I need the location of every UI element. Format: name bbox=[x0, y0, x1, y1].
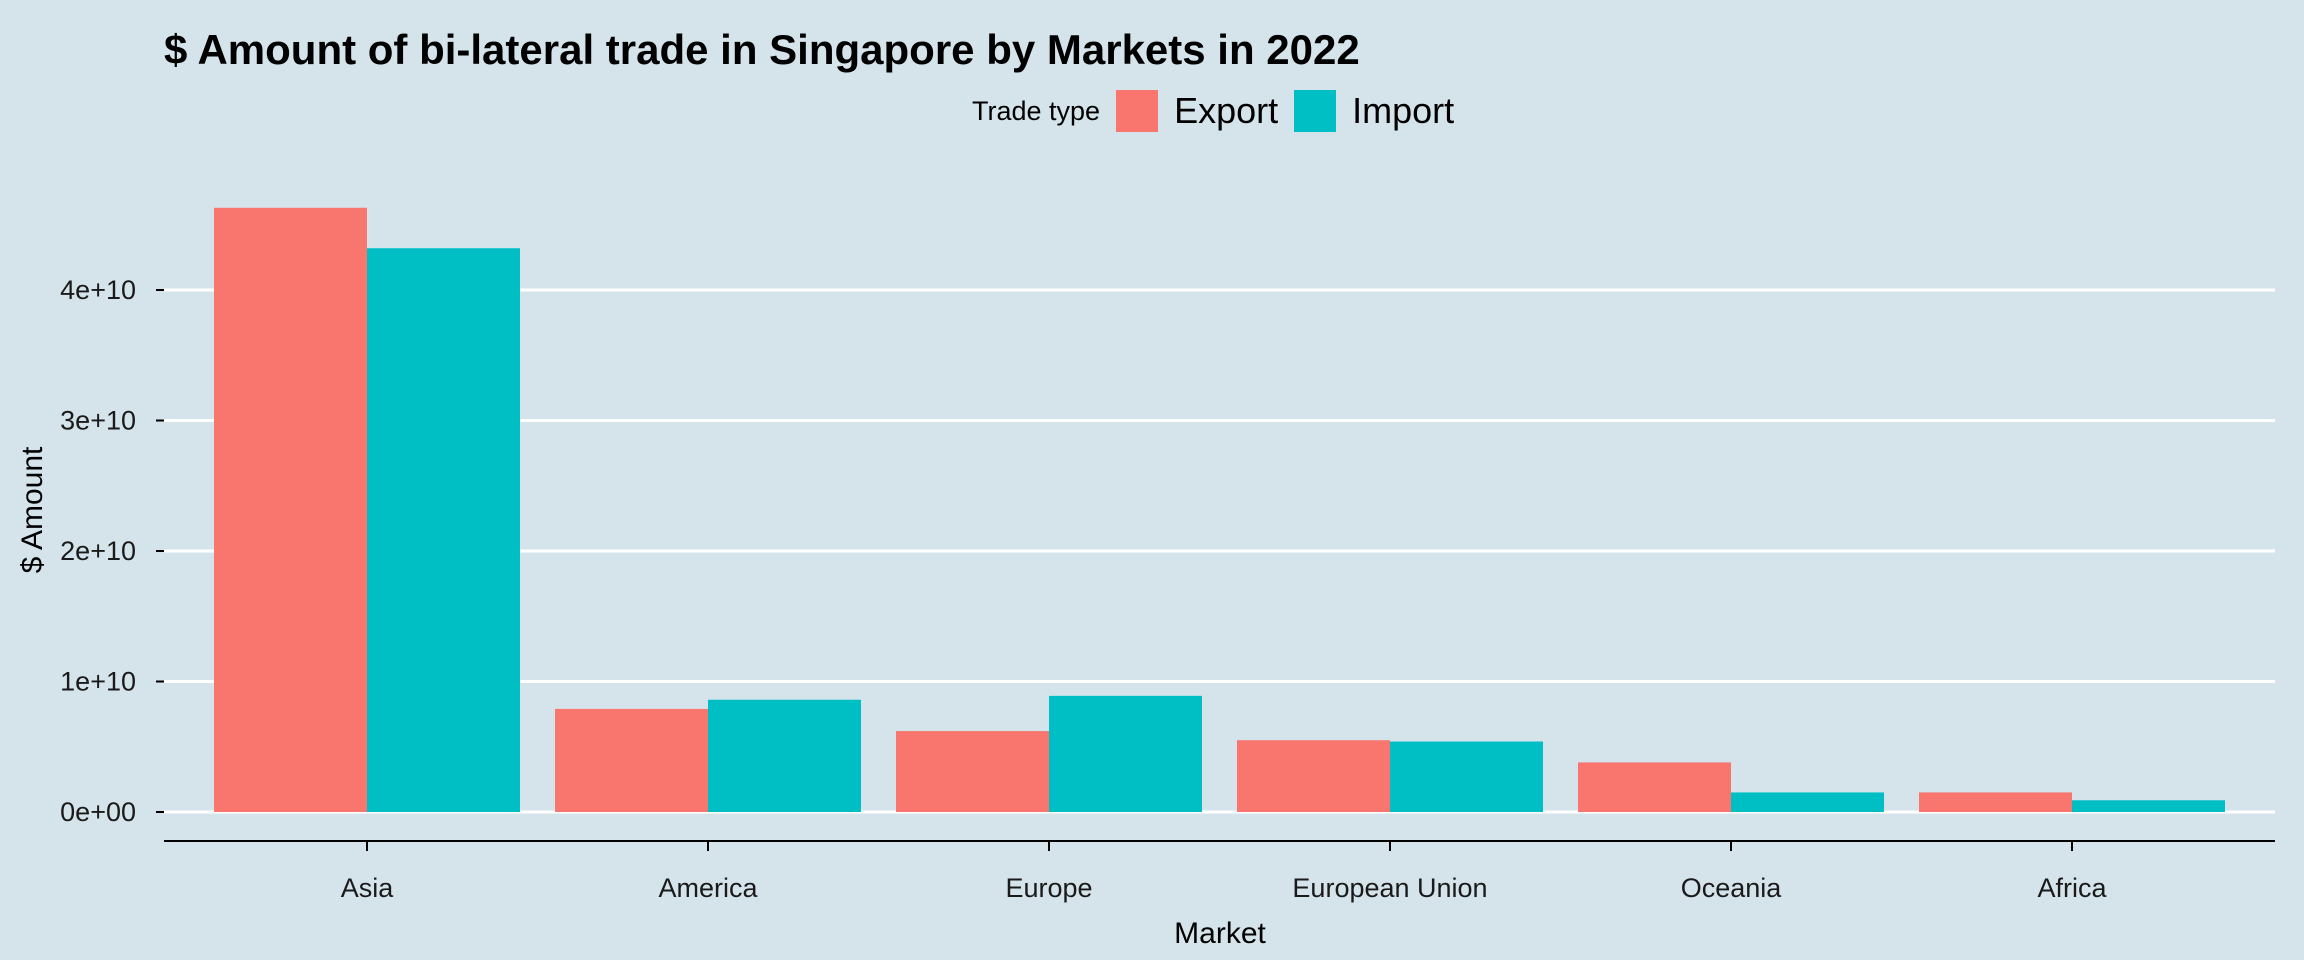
x-ticks: Asia America Europe European Union Oceania Af… bbox=[341, 841, 2107, 903]
chart-title: $ Amount of bi-lateral trade in Singapor… bbox=[164, 26, 1360, 73]
y-tick-label: 3e+10 bbox=[60, 406, 136, 436]
x-tick-label: Europe bbox=[1005, 873, 1092, 903]
x-tick-label: Africa bbox=[2037, 873, 2107, 903]
x-tick-label: America bbox=[658, 873, 758, 903]
bar-import-africa bbox=[2072, 800, 2225, 812]
x-tick-label: Oceania bbox=[1681, 873, 1783, 903]
bar-import-america bbox=[708, 699, 861, 812]
legend-swatch-import bbox=[1294, 90, 1337, 132]
legend-swatch-export bbox=[1116, 90, 1159, 132]
bar-export-africa bbox=[1919, 792, 2072, 812]
y-tick-label: 1e+10 bbox=[60, 667, 136, 697]
x-axis-title: Market bbox=[1174, 917, 1266, 950]
legend-title: Trade type bbox=[972, 95, 1101, 126]
y-tick-label: 4e+10 bbox=[60, 275, 136, 305]
y-ticks: 0e+00 1e+10 2e+10 3e+10 4e+10 bbox=[60, 275, 164, 827]
legend: Trade type Export Import bbox=[972, 88, 1470, 134]
bar-export-asia bbox=[214, 207, 367, 812]
legend-item-import: Import bbox=[1294, 90, 1454, 132]
legend-label-export: Export bbox=[1174, 90, 1279, 131]
x-tick-label: European Union bbox=[1292, 873, 1487, 903]
legend-label-import: Import bbox=[1352, 90, 1455, 131]
bar-import-european-union bbox=[1390, 741, 1543, 812]
bar-export-america bbox=[555, 708, 708, 812]
y-axis-title: $ Amount bbox=[16, 446, 49, 573]
bar-import-asia bbox=[367, 248, 520, 813]
bar-export-oceania bbox=[1578, 762, 1731, 812]
y-tick-label: 0e+00 bbox=[60, 797, 136, 827]
bar-export-europe bbox=[896, 731, 1049, 812]
legend-item-export: Export bbox=[1116, 90, 1278, 132]
y-tick-label: 2e+10 bbox=[60, 536, 136, 566]
bar-import-europe bbox=[1049, 695, 1202, 812]
x-tick-label: Asia bbox=[341, 873, 395, 903]
bar-export-european-union bbox=[1237, 740, 1390, 812]
bars bbox=[214, 207, 2225, 813]
bar-import-oceania bbox=[1731, 792, 1884, 812]
